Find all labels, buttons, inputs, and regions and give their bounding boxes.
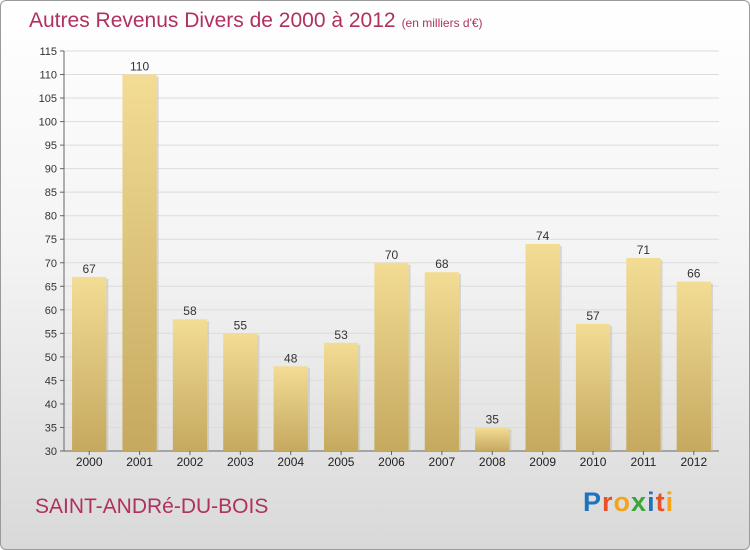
value-labels: 67 110 58 55 48 53 70 68 35 74 57 71 66	[83, 60, 701, 427]
x-tick-label-2001: 2001	[126, 455, 153, 469]
y-tick-labels: 30 35 40 45 50 55 60 65 70 75 80 85 90 95 100 105 110 115	[39, 46, 57, 458]
value-label-2008: 35	[486, 412, 500, 426]
bar-2011	[626, 258, 661, 451]
y-tick-label: 70	[45, 258, 57, 270]
y-tick-label: 30	[45, 446, 57, 458]
value-label-2012: 66	[687, 267, 701, 281]
y-tick-label: 90	[45, 164, 57, 176]
bar-2003	[223, 333, 258, 451]
logo-letter: t	[655, 487, 666, 517]
x-tick-label-2005: 2005	[328, 455, 355, 469]
y-tick-label: 105	[39, 93, 57, 105]
logo-letter: i	[647, 487, 656, 517]
bar-2004	[273, 366, 308, 451]
logo-letter: r	[602, 487, 614, 517]
logo-letter: i	[665, 487, 675, 517]
x-tick-label-2008: 2008	[479, 455, 506, 469]
bar-2005	[323, 342, 359, 451]
value-label-2010: 57	[586, 309, 600, 323]
y-tick-label: 40	[45, 399, 57, 411]
bars	[72, 74, 713, 451]
y-tick-label: 85	[45, 187, 57, 199]
bar-2006	[374, 262, 409, 451]
value-label-2011: 71	[637, 243, 651, 257]
x-tick-label-2007: 2007	[429, 455, 456, 469]
chart-title-text: Autres Revenus Divers de 2000 à 2012	[29, 9, 396, 32]
bar-2012	[676, 281, 711, 451]
value-label-2001: 110	[130, 60, 149, 74]
y-tick-label: 100	[39, 117, 57, 129]
proxiti-logo: Proxiti	[583, 487, 674, 518]
y-tick-label: 50	[45, 352, 57, 364]
bar-2009	[525, 243, 560, 451]
value-label-2005: 53	[334, 328, 348, 342]
value-label-2002: 58	[183, 304, 197, 318]
chart-title: Autres Revenus Divers de 2000 à 2012 (en …	[29, 9, 483, 33]
y-tick-label: 80	[45, 211, 57, 223]
y-tick-label: 60	[45, 305, 57, 317]
value-label-2009: 74	[536, 229, 550, 243]
y-tick-label: 55	[45, 328, 57, 340]
logo-letter: P	[583, 487, 603, 517]
value-label-2000: 67	[83, 262, 97, 276]
x-tick-label-2000: 2000	[76, 455, 103, 469]
value-label-2007: 68	[435, 257, 449, 271]
x-tick-label-2009: 2009	[529, 455, 556, 469]
x-tick-label-2003: 2003	[227, 455, 254, 469]
value-label-2006: 70	[385, 248, 399, 262]
x-tick-labels: 2000 2001 2002 2003 2004 2005 2006 2007 2008 2009…	[76, 455, 708, 469]
y-tick-label: 95	[45, 140, 57, 152]
bar-2010	[575, 323, 611, 451]
bar-2002	[172, 319, 208, 451]
x-tick-label-2011: 2011	[631, 455, 657, 469]
y-tick-label: 75	[45, 234, 57, 246]
y-tick-label: 35	[45, 422, 57, 434]
value-label-2003: 55	[234, 318, 248, 332]
value-label-2004: 48	[284, 351, 298, 365]
x-tick-label-2012: 2012	[680, 455, 707, 469]
bar-2007	[424, 272, 460, 451]
y-tick-label: 110	[39, 70, 57, 82]
place-name: SAINT-ANDRé-DU-BOIS	[35, 495, 269, 518]
y-tick-label: 65	[45, 281, 57, 293]
unit-note: (en milliers d'€)	[401, 16, 483, 30]
bar-2001	[122, 74, 157, 451]
bar-2000	[72, 276, 107, 451]
x-tick-label-2002: 2002	[177, 455, 204, 469]
logo-letter: o	[613, 487, 632, 517]
logo-letter: x	[631, 487, 648, 517]
y-tick-label: 115	[39, 46, 57, 58]
x-tick-label-2010: 2010	[580, 455, 607, 469]
bar-2008	[475, 427, 510, 451]
x-tick-label-2004: 2004	[277, 455, 304, 469]
x-tick-label-2006: 2006	[378, 455, 405, 469]
y-tick-label: 45	[45, 375, 57, 387]
